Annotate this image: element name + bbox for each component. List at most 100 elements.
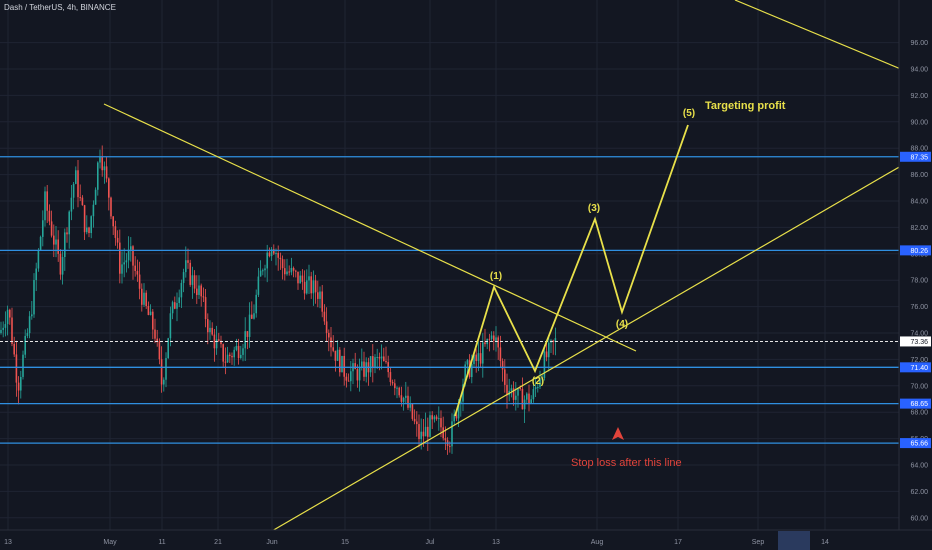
candle-body xyxy=(180,282,183,298)
candle-body xyxy=(301,275,304,282)
candle-body xyxy=(365,362,367,377)
candle-body xyxy=(314,280,317,293)
candle-body xyxy=(37,250,40,269)
candle-body xyxy=(288,271,290,273)
candle-body xyxy=(398,387,400,396)
candle-body xyxy=(512,388,515,400)
candle-body xyxy=(328,332,330,338)
candle-body xyxy=(497,337,499,348)
candle-body xyxy=(336,349,339,361)
candle-body xyxy=(61,256,64,275)
candle-body xyxy=(160,359,163,385)
candle-body xyxy=(68,211,70,235)
candle-body xyxy=(343,355,345,377)
candle-body xyxy=(515,395,517,400)
candle-body xyxy=(517,387,519,396)
y-tick-label: 74.00 xyxy=(910,331,928,338)
candle-body xyxy=(242,348,244,355)
candle-body xyxy=(554,338,557,342)
level-price-label: 65.66 xyxy=(910,441,928,448)
descending-trendline xyxy=(103,103,637,352)
candle-body xyxy=(297,271,299,284)
candle-body xyxy=(237,345,240,358)
y-tick-label: 96.00 xyxy=(910,40,928,47)
x-tick-label: 11 xyxy=(158,539,165,546)
candle-body xyxy=(169,313,172,339)
candle-body xyxy=(455,414,458,419)
x-tick-label: Jun xyxy=(266,539,277,546)
price-axis xyxy=(899,0,932,550)
y-tick-label: 64.00 xyxy=(910,463,928,470)
level-price-label: 87.35 xyxy=(910,154,928,161)
candle-body xyxy=(266,252,268,269)
candle-body xyxy=(246,331,249,337)
candle-body xyxy=(220,340,222,345)
candle-body xyxy=(526,393,528,400)
x-tick-label: Aug xyxy=(591,539,604,546)
candle-body xyxy=(427,426,429,437)
candle-body xyxy=(44,191,46,221)
candle-body xyxy=(504,369,506,385)
last-price-label: 73.36 xyxy=(910,339,928,346)
candle-body xyxy=(389,372,392,383)
candle-body xyxy=(215,339,218,349)
candle-body xyxy=(321,291,323,312)
x-tick-label: Jul xyxy=(426,539,435,546)
candle-body xyxy=(262,270,264,272)
candle-body xyxy=(376,356,378,358)
candle-body xyxy=(394,383,396,389)
level-price-label: 80.26 xyxy=(910,248,928,255)
candle-body xyxy=(55,239,57,245)
candle-body xyxy=(422,431,425,437)
candle-body xyxy=(218,339,220,341)
candle-body xyxy=(35,268,37,281)
candle-body xyxy=(471,364,473,378)
wave-label: (4) xyxy=(616,319,628,330)
candle-body xyxy=(499,347,502,362)
candle-body xyxy=(121,264,123,274)
candle-body xyxy=(187,260,189,263)
candle-body xyxy=(308,276,310,281)
candle-body xyxy=(416,421,418,425)
candle-body xyxy=(165,358,167,380)
candle-body xyxy=(110,197,112,217)
candle-body xyxy=(207,319,209,333)
candle-body xyxy=(182,272,185,283)
candle-body xyxy=(143,292,145,305)
target-annotation: Targeting profit xyxy=(705,100,786,112)
candle-body xyxy=(541,377,543,380)
candle-body xyxy=(209,327,211,333)
candle-body xyxy=(24,335,26,355)
candle-body xyxy=(356,369,359,381)
candle-body xyxy=(125,260,128,263)
candle-body xyxy=(385,361,387,363)
x-tick-label: Sep xyxy=(752,539,765,546)
candle-body xyxy=(204,297,207,320)
candle-body xyxy=(50,221,53,236)
candle-body xyxy=(112,216,114,227)
candle-body xyxy=(433,416,436,420)
candle-body xyxy=(466,360,469,365)
candle-body xyxy=(510,388,513,391)
candle-body xyxy=(407,395,409,408)
stop-annotation: Stop loss after this line xyxy=(571,457,682,469)
candle-body xyxy=(224,361,227,363)
x-tick-label: 21 xyxy=(214,539,222,546)
candle-body xyxy=(534,387,537,390)
x-tick-label: May xyxy=(103,539,117,546)
candle-body xyxy=(97,162,99,190)
y-tick-label: 78.00 xyxy=(910,278,928,285)
candle-body xyxy=(244,331,246,349)
candle-body xyxy=(132,246,134,266)
candle-body xyxy=(226,354,229,363)
candle-body xyxy=(545,351,548,358)
candle-body xyxy=(6,309,9,325)
candle-body xyxy=(339,349,341,373)
candle-body xyxy=(22,354,24,377)
candle-body xyxy=(42,220,44,237)
candle-body xyxy=(347,380,350,382)
candle-body xyxy=(372,356,374,369)
candle-body xyxy=(380,356,383,359)
